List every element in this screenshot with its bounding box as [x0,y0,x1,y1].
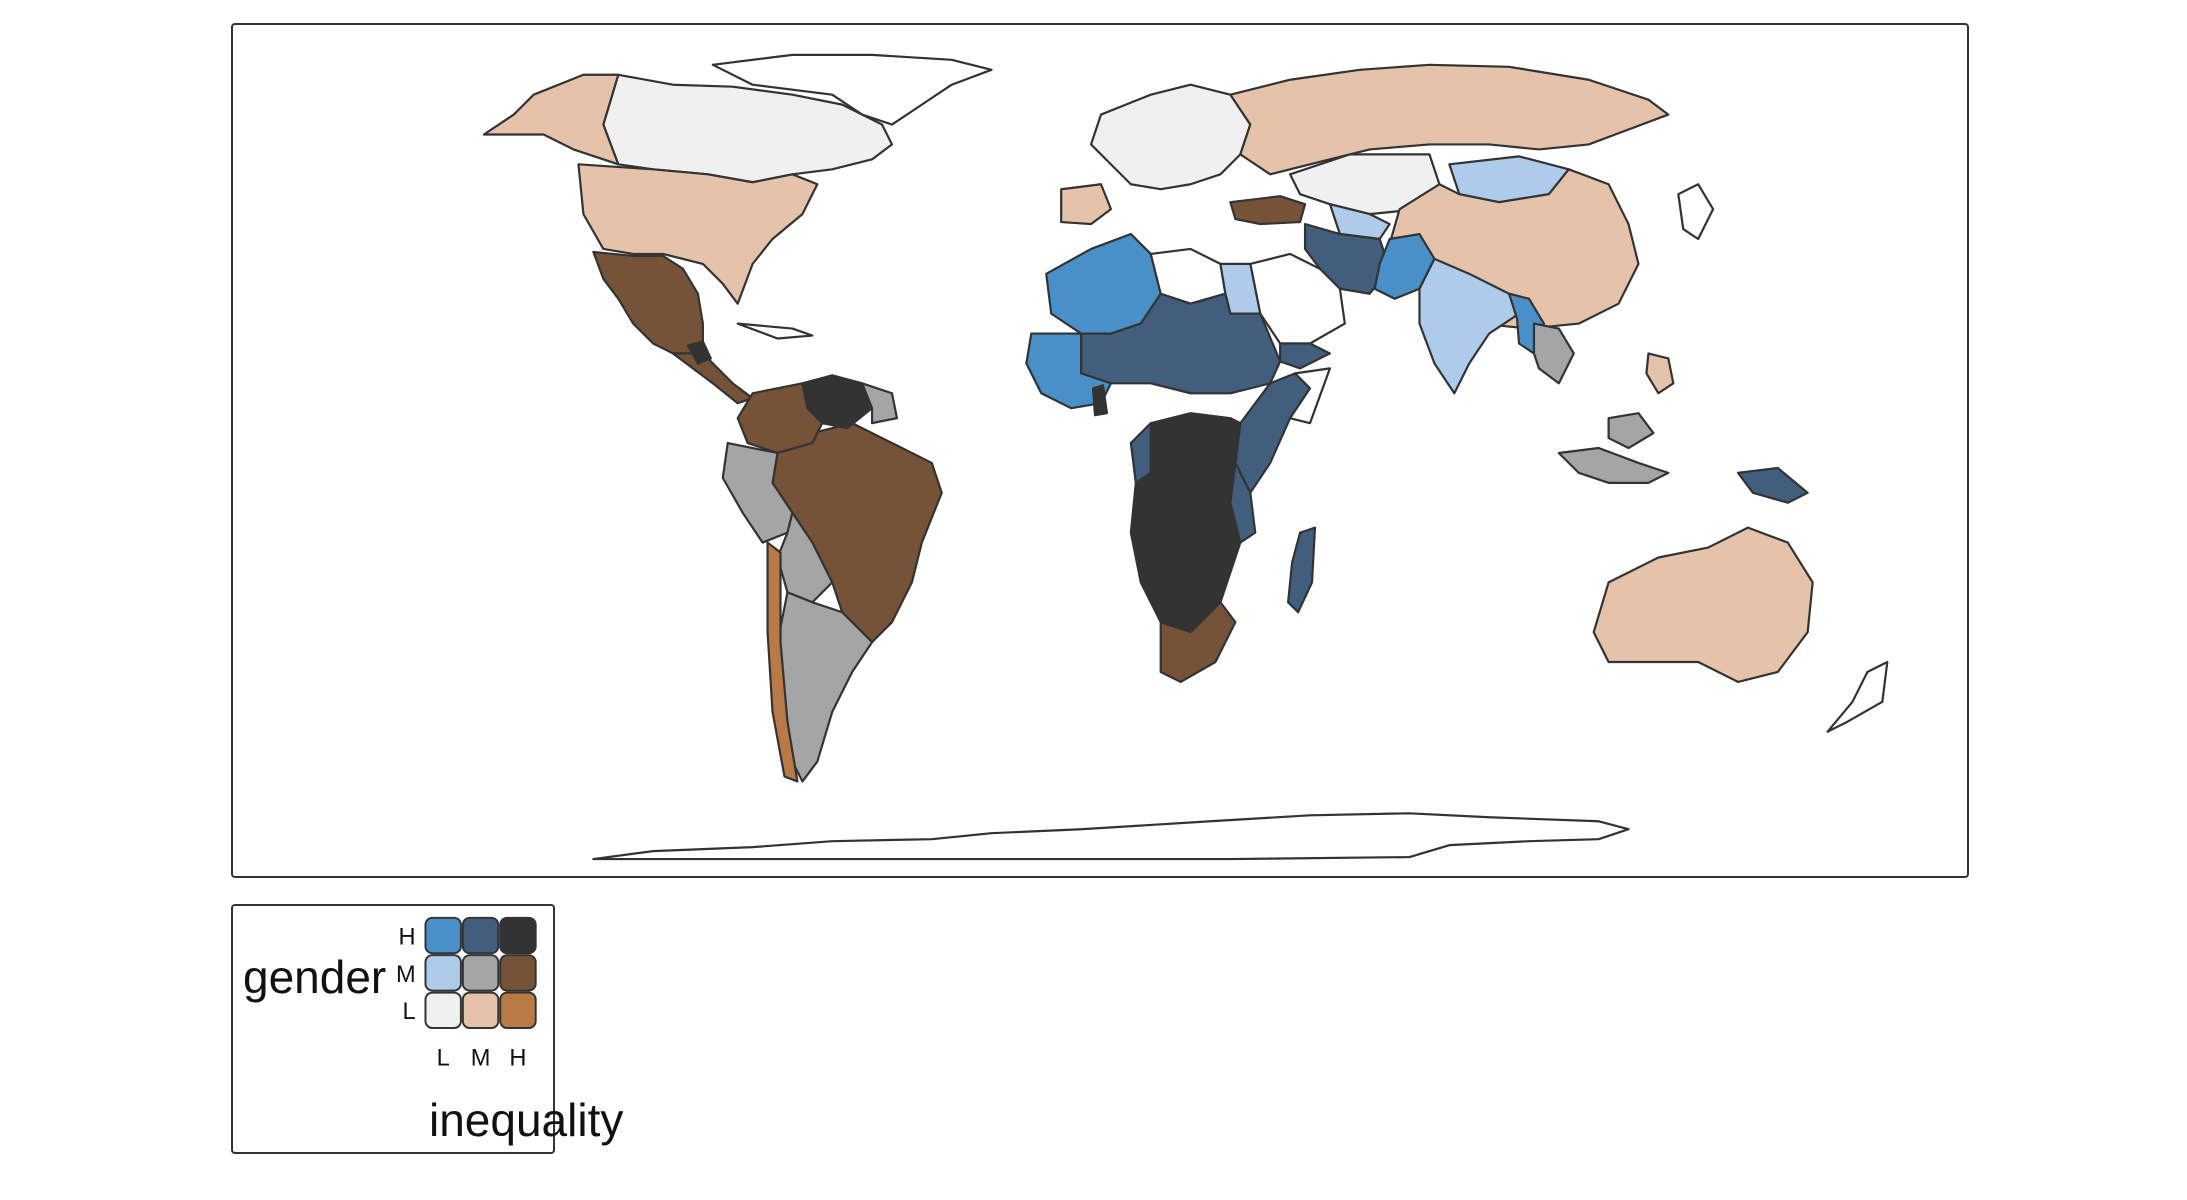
region-greenland [711,53,993,126]
region-central-africa [1129,412,1252,634]
legend-cell [461,991,500,1029]
region-iran [1303,222,1391,295]
legend-cell [424,991,462,1029]
region-indonesia [1557,446,1670,484]
legend-x-tick: L [437,1045,450,1071]
region-png [1736,466,1809,504]
region-arabia [1249,252,1346,345]
legend-y-title: gender [243,951,387,1003]
region-somalia [1289,367,1332,425]
region-ghana [1091,384,1109,417]
legend-cell [499,991,537,1029]
region-tanzania [1229,461,1257,544]
region-guatemala [686,340,712,365]
region-madagascar [1287,526,1317,614]
region-yemen [1279,342,1332,370]
region-antarctica [592,812,1630,861]
region-russia [1229,63,1670,176]
legend-y-tick: M [396,962,416,988]
legend-cell [461,954,500,992]
region-canada [602,73,894,184]
region-sahel [1079,292,1282,395]
legend-x-tick: M [471,1045,491,1071]
legend-y-tick: H [399,924,416,950]
region-pakistan [1373,232,1436,300]
region-new-zealand [1826,660,1889,733]
world-map [482,53,1889,861]
region-caribbean [736,322,814,340]
legend-cell [461,916,500,955]
legend-cell [499,916,537,955]
legend-cell [499,954,537,992]
region-india [1418,257,1521,395]
region-turkey [1229,195,1307,226]
region-east-africa [1234,372,1312,494]
region-usa [577,163,819,305]
region-central-asia [1328,203,1391,241]
region-central-america [671,352,754,405]
region-japan [1677,183,1715,241]
region-gabon [1129,422,1152,484]
legend-x-title: inequality [429,1094,624,1146]
region-alaska [482,73,620,166]
region-australia [1592,526,1814,684]
region-mexico [592,250,704,355]
region-philippines [1645,352,1675,395]
legend-cell [424,916,462,955]
legend-y-tick: L [402,999,415,1025]
map-panel [231,23,1969,878]
region-iberia [1060,183,1113,226]
region-indochina [1532,322,1575,385]
legend-x-tick: H [509,1045,526,1071]
region-south-africa [1159,601,1237,684]
legend-cell [424,954,462,992]
region-chile [766,541,799,783]
region-colombia [736,382,824,455]
region-europe [1089,83,1252,191]
region-guianas [861,382,899,425]
region-borneo [1607,412,1655,450]
